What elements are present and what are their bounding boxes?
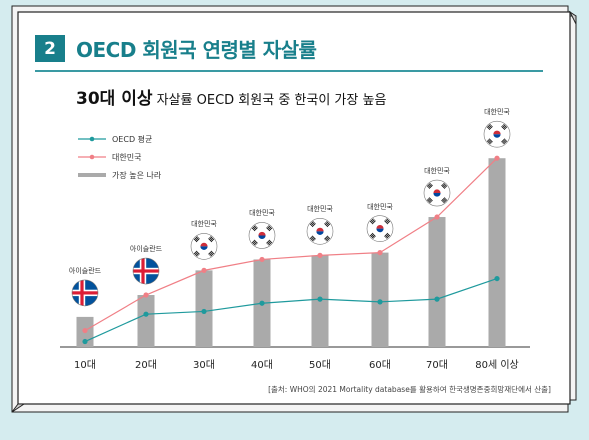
- country-label-3: 대한민국: [191, 220, 217, 229]
- korea-line: [84, 157, 498, 332]
- korea-flag-icon-3: [190, 233, 218, 260]
- x-tick-label-8: 80세 이상: [475, 360, 519, 371]
- country-label-5: 대한민국: [307, 205, 333, 214]
- x-tick-label-7: 70대: [426, 360, 448, 371]
- x-tick-label-3: 30대: [193, 360, 215, 371]
- iceland-flag-icon-2: [132, 257, 160, 285]
- legend-line-pink-icon: [78, 154, 106, 160]
- country-label-8: 대한민국: [484, 108, 510, 117]
- oecd-point-6: [377, 299, 383, 305]
- legend-item-oecd: OECD 평균: [78, 130, 161, 148]
- x-tick-label-1: 10대: [74, 360, 96, 371]
- bar-2: [137, 295, 155, 347]
- korea-point-5: [317, 252, 323, 258]
- korea-flag-icon-8: [483, 120, 511, 148]
- legend-label-highest: 가장 높은 나라: [112, 170, 162, 180]
- oecd-line: [84, 278, 498, 343]
- country-label-6: 대한민국: [367, 202, 393, 211]
- korea-point-7: [434, 214, 440, 220]
- legend-label-korea: 대한민국: [112, 152, 142, 162]
- iceland-flag-icon-1: [71, 279, 99, 307]
- subtitle-text: 자살률 OECD 회원국 중 한국이 가장 높음: [152, 93, 387, 108]
- korea-flag-icon-6: [366, 215, 394, 242]
- badge-box: [35, 35, 65, 62]
- legend-bar-gray-icon: [78, 173, 106, 177]
- chart-legend: OECD 평균 대한민국 가장 높은 나라: [78, 130, 161, 184]
- country-label-4: 대한민국: [249, 209, 275, 218]
- country-label-7: 대한민국: [424, 167, 450, 176]
- subtitle-highlight: 30대 이상: [76, 89, 153, 109]
- korea-point-2: [143, 292, 149, 298]
- card-corner-tr: [568, 10, 577, 25]
- bar-8: [488, 158, 506, 347]
- bar-3: [195, 270, 213, 347]
- korea-flag-icon-7: [423, 179, 451, 207]
- korea-flag-icon-5: [306, 218, 334, 245]
- x-tick-label-6: 60대: [369, 360, 391, 371]
- korea-flag-icon-4: [248, 222, 276, 249]
- legend-line-teal-icon: [78, 136, 106, 142]
- card-corner-bl: [11, 403, 26, 413]
- title-divider: [35, 70, 543, 72]
- oecd-point-2: [143, 311, 149, 317]
- oecd-point-1: [82, 338, 88, 345]
- page-title: OECD 회원국 연령별 자살률: [76, 38, 317, 62]
- source-note: [출처: WHO의 2021 Mortality database를 활용하여 …: [268, 385, 551, 394]
- korea-point-6: [377, 250, 383, 256]
- korea-point-3: [201, 267, 207, 273]
- korea-point-1: [82, 327, 88, 334]
- oecd-point-3: [201, 308, 207, 315]
- oecd-point-7: [434, 296, 440, 302]
- x-tick-label-4: 40대: [251, 360, 273, 371]
- chart-card: [17, 11, 571, 405]
- country-label-1: 아이슬란드: [68, 266, 102, 275]
- oecd-point-8: [494, 275, 500, 282]
- korea-point-4: [259, 256, 265, 263]
- x-tick-label-2: 20대: [135, 360, 157, 371]
- section-number-badge: 2: [44, 38, 56, 59]
- legend-item-korea: 대한민국: [78, 148, 161, 166]
- korea-point-8: [494, 155, 500, 161]
- bar-7: [428, 217, 446, 347]
- chart-subtitle: 30대 이상 자살률 OECD 회원국 중 한국이 가장 높음: [76, 84, 386, 109]
- oecd-point-4: [259, 300, 265, 306]
- legend-label-oecd: OECD 평균: [112, 134, 153, 144]
- oecd-point-5: [317, 296, 323, 302]
- x-tick-label-5: 50대: [309, 360, 331, 371]
- country-label-2: 아이슬란드: [129, 245, 163, 253]
- legend-item-highest: 가장 높은 나라: [78, 166, 161, 184]
